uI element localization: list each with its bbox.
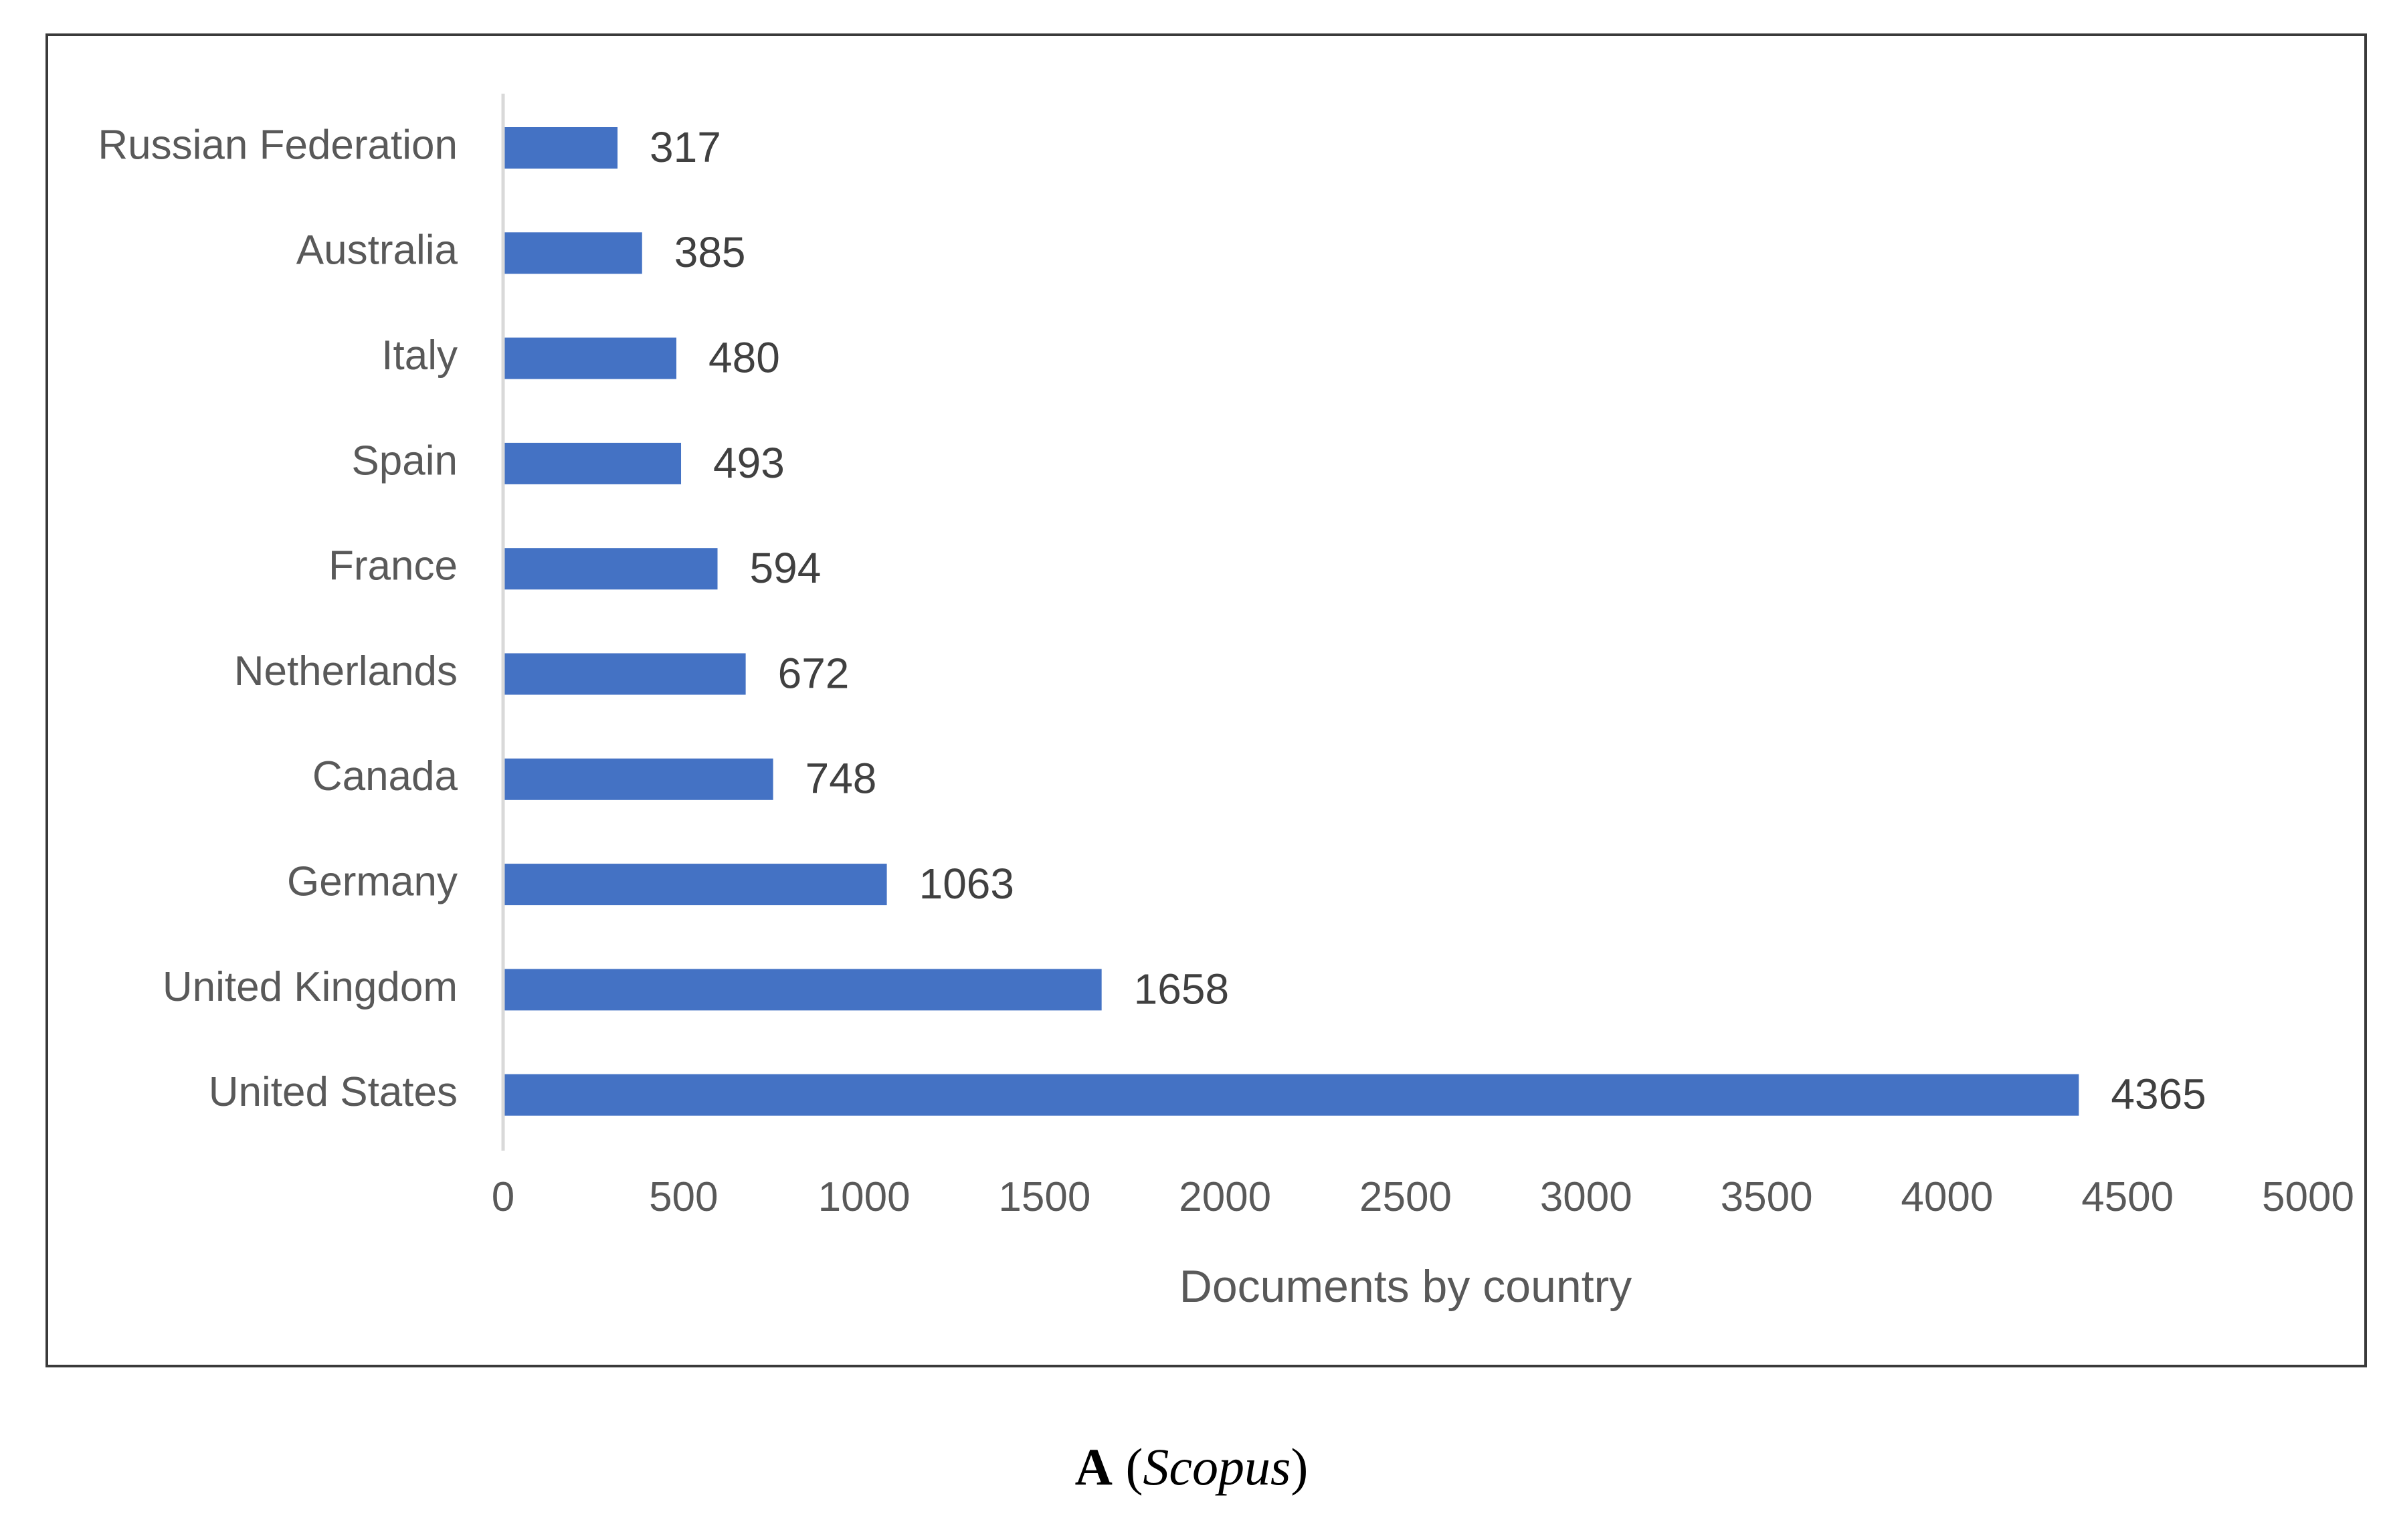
- bar-russian-federation: [503, 127, 618, 169]
- value-label-australia: 385: [674, 228, 746, 276]
- x-tick-3500: 3500: [1721, 1174, 1813, 1220]
- bar-italy: [503, 337, 677, 379]
- caption-open-paren: (: [1112, 1438, 1143, 1496]
- category-labels: Russian Federation Australia Italy Spain Fra…: [98, 122, 458, 1115]
- bar-netherlands: [503, 653, 746, 695]
- value-labels: 317 385 480 493 594 672 748 1063 1658 4365: [650, 123, 2206, 1119]
- x-tick-2000: 2000: [1179, 1174, 1271, 1220]
- caption-database: Scopus: [1143, 1438, 1291, 1496]
- category-label-united-states: United States: [209, 1069, 458, 1115]
- x-tick-5000: 5000: [2262, 1174, 2354, 1220]
- category-label-united-kingdom: United Kingdom: [163, 964, 458, 1010]
- bar-spain: [503, 442, 682, 484]
- bars-group: [503, 127, 2079, 1116]
- x-tick-1500: 1500: [998, 1174, 1090, 1220]
- caption-panel-letter: A: [1074, 1438, 1113, 1496]
- bar-united-states: [503, 1074, 2079, 1116]
- value-label-italy: 480: [708, 334, 780, 382]
- category-label-netherlands: Netherlands: [234, 648, 458, 694]
- value-label-netherlands: 672: [778, 649, 850, 697]
- figure-caption: A (Scopus): [0, 1437, 2383, 1497]
- chart-frame: Russian Federation Australia Italy Spain Fra…: [45, 33, 2367, 1367]
- bar-france: [503, 548, 718, 590]
- x-tick-0: 0: [492, 1174, 514, 1220]
- category-label-italy: Italy: [381, 332, 458, 379]
- value-label-germany: 1063: [919, 860, 1014, 908]
- value-label-united-states: 4365: [2111, 1070, 2206, 1119]
- bar-germany: [503, 864, 887, 906]
- category-label-australia: Australia: [296, 227, 458, 274]
- caption-close-paren: ): [1291, 1438, 1309, 1496]
- category-label-russian-federation: Russian Federation: [98, 122, 458, 168]
- x-tick-4500: 4500: [2081, 1174, 2174, 1220]
- category-label-germany: Germany: [287, 858, 458, 904]
- bar-united-kingdom: [503, 969, 1102, 1011]
- x-tick-labels: 0 500 1000 1500 2000 2500 3000 3500 4000 4500 5000: [492, 1174, 2354, 1220]
- value-label-france: 594: [750, 544, 822, 592]
- value-label-united-kingdom: 1658: [1134, 965, 1229, 1013]
- bar-chart: Russian Federation Australia Italy Spain Fra…: [98, 94, 2354, 1312]
- x-tick-500: 500: [649, 1174, 718, 1220]
- x-tick-4000: 4000: [1901, 1174, 1993, 1220]
- x-tick-1000: 1000: [818, 1174, 911, 1220]
- category-label-canada: Canada: [312, 753, 458, 799]
- x-tick-3000: 3000: [1540, 1174, 1632, 1220]
- value-label-spain: 493: [713, 439, 785, 487]
- x-axis-title: Documents by country: [1179, 1261, 1632, 1312]
- value-label-russian-federation: 317: [650, 123, 721, 171]
- x-tick-2500: 2500: [1359, 1174, 1452, 1220]
- bar-canada: [503, 758, 773, 800]
- category-label-spain: Spain: [351, 438, 458, 484]
- bar-australia: [503, 232, 642, 274]
- value-label-canada: 748: [805, 755, 877, 803]
- category-label-france: France: [328, 543, 458, 589]
